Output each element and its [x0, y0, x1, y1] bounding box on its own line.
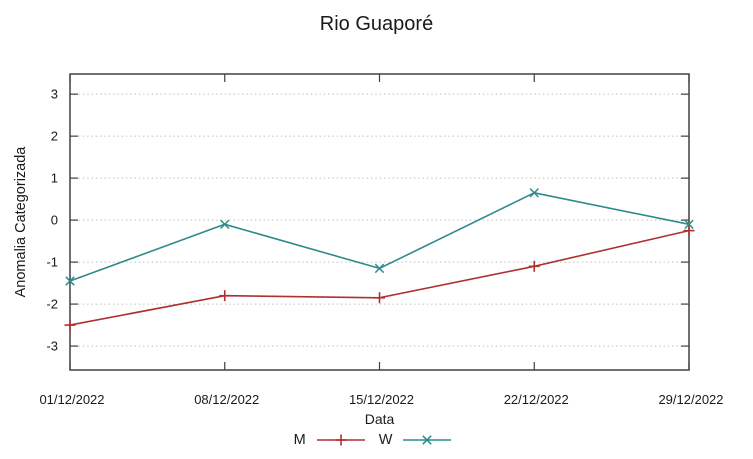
x-tick-label: 22/12/2022 — [504, 392, 569, 407]
x-axis-label: Data — [364, 411, 395, 427]
y-axis-label: Anomalia Categorizada — [13, 146, 29, 298]
x-tick-label: 29/12/2022 — [658, 392, 723, 407]
y-tick-label: 1 — [51, 171, 58, 186]
y-tick-label: -2 — [46, 297, 58, 312]
y-tick-label: 3 — [51, 87, 58, 102]
legend-label-W: W — [378, 432, 393, 448]
x-tick-label: 01/12/2022 — [39, 392, 104, 407]
y-tick-label: 2 — [51, 129, 58, 144]
y-tick-label: 0 — [51, 213, 58, 228]
y-tick-label: -3 — [46, 339, 58, 354]
plot-border — [69, 73, 690, 371]
legend-label-M: M — [293, 432, 306, 448]
marker-W — [220, 219, 230, 230]
x-tick-label: 08/12/2022 — [194, 392, 259, 407]
x-tick-label: 15/12/2022 — [349, 392, 414, 407]
marker-W — [684, 219, 694, 230]
marker-W — [65, 276, 75, 286]
legend-sample-M — [316, 434, 365, 446]
legend-sample-W — [403, 435, 452, 445]
marker-W — [529, 188, 539, 198]
y-tick-label: -1 — [46, 255, 58, 270]
series-line-M — [69, 229, 690, 326]
chart-title: Rio Guaporé — [319, 13, 434, 35]
marker-W — [374, 263, 385, 274]
